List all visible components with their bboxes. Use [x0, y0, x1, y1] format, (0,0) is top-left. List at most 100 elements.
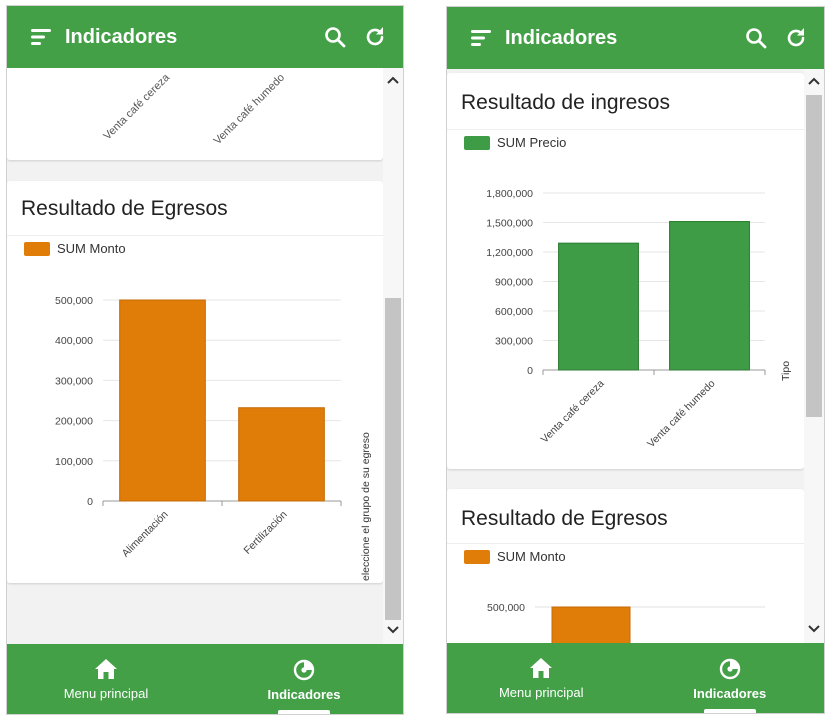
nav-label: Menu principal [63, 686, 149, 701]
scroll-up-arrow[interactable] [383, 70, 403, 90]
y-tick-label: 0 [527, 365, 533, 377]
active-indicator [278, 710, 330, 714]
scroll-content: Resultado de ingresos SUM Precio 0 300,00… [447, 69, 804, 643]
chevron-up-icon [808, 77, 820, 85]
y-tick-label: 1,200,000 [486, 247, 533, 259]
y-tick-label: 500,000 [55, 295, 93, 307]
bar [558, 242, 639, 371]
y-tick-label: 600,000 [495, 306, 533, 318]
x-axis-title: Tipo [780, 361, 792, 381]
legend-swatch [464, 549, 490, 564]
card-title: Resultado de ingresos [461, 91, 670, 114]
legend-label: SUM Monto [57, 241, 126, 256]
menu-icon [31, 29, 51, 45]
chevron-down-icon [808, 625, 820, 633]
search-icon [746, 28, 767, 49]
chart-pie-icon [719, 658, 740, 680]
chevron-down-icon [387, 626, 399, 634]
scroll-down-arrow[interactable] [804, 619, 824, 639]
card-title: Resultado de Egresos [461, 507, 668, 530]
chart-legend[interactable]: SUM Monto [464, 549, 566, 564]
nav-label: Menu principal [498, 685, 584, 700]
bar-alimentacion [551, 606, 631, 643]
phone-screen-right: Indicadores Resultado de ingresos SUM Pr… [446, 6, 825, 714]
expenses-bar-chart: 0 100,000 200,000 300,000 400,000 500,000 Alim… [55, 295, 372, 581]
active-indicator [703, 709, 756, 713]
legend-label: SUM Monto [497, 549, 566, 564]
y-tick-label: 400,000 [55, 335, 93, 347]
scrollbar[interactable] [804, 69, 824, 643]
legend-swatch [24, 241, 50, 256]
y-tick-label: 300,000 [495, 336, 533, 348]
x-tick-label: Fertilización [242, 509, 290, 557]
x-tick-label: Venta café cereza [101, 71, 172, 142]
app-title: Indicadores [505, 26, 618, 49]
x-tick-label: Venta café humedo [645, 378, 718, 451]
card-title: Resultado de Egresos [21, 197, 228, 220]
refresh-icon [366, 27, 384, 46]
chevron-up-icon [387, 76, 399, 84]
scroll-content: Venta café cereza Venta café humedo Resu… [7, 68, 383, 644]
scroll-down-arrow[interactable] [383, 620, 403, 640]
legend-swatch [464, 135, 490, 150]
menu-icon [471, 30, 491, 46]
y-tick-label: 1,800,000 [486, 188, 533, 200]
expenses-card: Resultado de Egresos SUM Monto 0 100,000 2… [7, 181, 383, 583]
chart-legend[interactable]: SUM Precio [464, 135, 566, 150]
expenses-card: Resultado de Egresos SUM Monto 500,000 [447, 489, 804, 643]
scroll-up-arrow[interactable] [804, 71, 824, 91]
chart-axes: 0 100,000 200,000 300,000 400,000 500,000 Alim… [55, 295, 342, 560]
nav-item-indicadores[interactable]: Indicadores [205, 644, 403, 714]
y-tick-label: 1,500,000 [486, 218, 533, 230]
chart-legend[interactable]: SUM Monto [24, 241, 126, 256]
refresh-button[interactable] [355, 17, 395, 57]
scrollbar-thumb[interactable] [806, 95, 822, 417]
nav-label: Indicadores [693, 686, 767, 701]
bar [238, 407, 325, 502]
nav-item-menu-principal[interactable]: Menu principal [7, 644, 205, 714]
scrollbar[interactable] [383, 68, 403, 644]
home-icon [95, 659, 117, 679]
x-tick-label: Alimentación [120, 509, 171, 560]
nav-item-menu-principal[interactable]: Menu principal [447, 643, 636, 713]
search-button[interactable] [736, 18, 776, 58]
divider [7, 235, 383, 236]
y-tick-label: 100,000 [55, 456, 93, 468]
bar [669, 221, 750, 371]
divider [447, 543, 804, 544]
search-icon [325, 27, 346, 48]
y-tick-label: 900,000 [495, 277, 533, 289]
search-button[interactable] [315, 17, 355, 57]
divider [447, 129, 804, 130]
income-card: Resultado de ingresos SUM Precio 0 300,00… [447, 73, 804, 469]
x-axis-title: eleccione el grupo de su egreso [360, 432, 372, 581]
y-tick-label: 300,000 [55, 375, 93, 387]
refresh-icon [787, 28, 805, 47]
app-bar: Indicadores [7, 6, 403, 68]
y-tick-label: 0 [87, 496, 93, 508]
expenses-bar-chart-partial: 500,000 [487, 602, 765, 643]
refresh-button[interactable] [776, 18, 816, 58]
nav-item-indicadores[interactable]: Indicadores [636, 643, 825, 713]
bottom-navigation: Menu principal Indicadores [7, 644, 403, 714]
phone-screen-left: Indicadores Venta café cereza Venta café… [6, 5, 404, 715]
menu-button[interactable] [459, 16, 503, 60]
income-bar-chart: 0 300,000 600,000 900,000 1,200,000 1,500,000… [486, 188, 792, 451]
nav-label: Indicadores [267, 687, 341, 702]
bottom-navigation: Menu principal Indicadores [447, 643, 824, 713]
app-bar: Indicadores [447, 7, 824, 69]
app-title: Indicadores [65, 25, 178, 48]
y-tick-label: 200,000 [55, 416, 93, 428]
chart-axes: 0 300,000 600,000 900,000 1,200,000 1,500,000… [486, 188, 766, 451]
y-tick-label: 500,000 [487, 602, 525, 614]
income-card-partial: Venta café cereza Venta café humedo [7, 68, 383, 160]
x-tick-label: Venta café cereza [539, 378, 607, 446]
chart-pie-icon [293, 659, 315, 681]
income-partial-axis: Venta café cereza Venta café humedo [101, 71, 288, 148]
legend-label: SUM Precio [497, 135, 567, 150]
bar [119, 299, 206, 502]
home-icon [530, 658, 553, 678]
scrollbar-thumb[interactable] [385, 298, 401, 620]
x-tick-label: Venta café humedo [212, 72, 288, 148]
menu-button[interactable] [19, 15, 63, 59]
